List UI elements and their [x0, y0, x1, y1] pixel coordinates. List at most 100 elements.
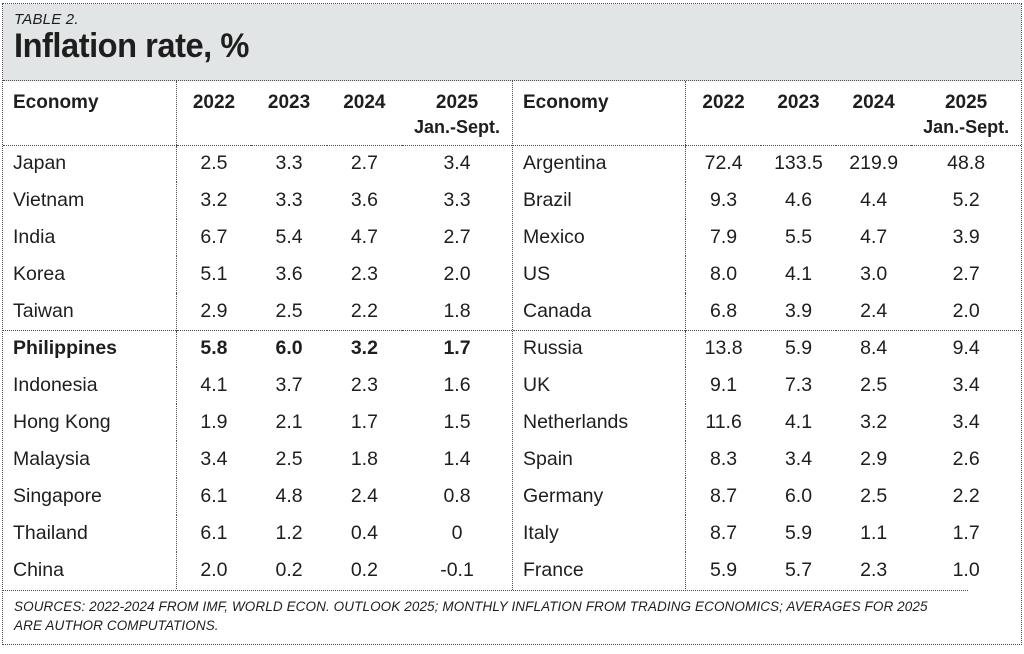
value-cell: 6.1	[175, 478, 252, 515]
table-row: Singapore 6.1 4.8 2.4 0.8	[3, 478, 512, 515]
value-cell: 1.9	[175, 404, 252, 441]
table-row: Brazil 9.3 4.6 4.4 5.2	[513, 182, 1021, 219]
value-cell: 8.7	[685, 478, 761, 515]
page-title: Inflation rate, %	[14, 27, 249, 65]
table-row: India 6.7 5.4 4.7 2.7	[3, 219, 512, 256]
value-cell: 5.4	[275, 226, 303, 248]
table-row: Canada 6.8 3.9 2.4 2.0	[513, 293, 1021, 330]
economy-cell: Korea	[13, 263, 66, 285]
column-header-jan-sept: Jan.-Sept.	[414, 117, 501, 137]
title-block: TABLE 2. Inflation rate, %	[3, 4, 1021, 81]
column-header-2025: 2025 Jan.-Sept.	[402, 81, 512, 146]
inflation-table-left: Economy 2022 2023 2024 2025 Jan.-Sept. J…	[3, 81, 512, 589]
inflation-table-right: Economy 2022 2023 2024 2025 Jan.-Sept. A…	[513, 81, 1021, 589]
economy-cell: Taiwan	[13, 299, 74, 322]
value-cell: 3.3	[275, 152, 303, 175]
economy-cell: US	[523, 263, 551, 285]
value-cell: 1.8	[443, 299, 471, 322]
value-cell: 2.3	[350, 263, 378, 285]
table-row: Vietnam 3.2 3.3 3.6 3.3	[3, 182, 512, 219]
value-cell: 72.4	[685, 145, 761, 182]
value-cell: 1.1	[860, 522, 888, 544]
economy-cell: UK	[523, 374, 551, 396]
value-cell: 7.3	[784, 374, 813, 396]
value-cell: 2.5	[860, 485, 888, 507]
value-cell: 5.9	[760, 329, 837, 367]
table-right: Economy 2022 2023 2024 2025 Jan.-Sept. A…	[512, 81, 1021, 590]
value-cell: 3.4	[952, 411, 980, 433]
economy-cell: Vietnam	[13, 189, 85, 211]
table-row: Malaysia 3.4 2.5 1.8 1.4	[3, 441, 512, 478]
economy-cell: Philippines	[3, 329, 177, 367]
column-header-economy: Economy	[3, 81, 177, 146]
value-cell: 1.7	[350, 411, 378, 433]
economy-cell: Canada	[523, 299, 592, 322]
value-cell: 8.7	[685, 515, 761, 552]
value-cell: 0.8	[443, 485, 471, 507]
value-cell: 2.2	[952, 485, 980, 507]
value-cell: 2.6	[952, 448, 980, 470]
economy-cell: Thailand	[13, 522, 88, 544]
economy-cell: India	[13, 226, 56, 248]
table-row: US 8.0 4.1 3.0 2.7	[513, 256, 1021, 293]
value-cell: 2.0	[175, 552, 252, 589]
economy-cell: Indonesia	[13, 374, 98, 396]
table-row: Netherlands 11.6 4.1 3.2 3.4	[513, 404, 1021, 441]
value-cell: 8.0	[685, 256, 761, 293]
economy-cell: China	[13, 559, 64, 581]
value-cell: 2.7	[350, 152, 378, 175]
table-row: Italy 8.7 5.9 1.1 1.7	[513, 515, 1021, 552]
value-cell: 1.4	[443, 448, 471, 470]
column-header-2024: 2024	[836, 81, 912, 146]
value-cell: 3.9	[784, 299, 813, 322]
table-row: Indonesia 4.1 3.7 2.3 1.6	[3, 367, 512, 404]
value-cell: 8.3	[685, 441, 761, 478]
column-header-economy: Economy	[513, 81, 686, 146]
value-cell: 5.9	[685, 552, 761, 589]
value-cell: 1.7	[952, 522, 980, 544]
table-left: Economy 2022 2023 2024 2025 Jan.-Sept. J…	[3, 81, 512, 590]
value-cell: 6.1	[175, 515, 252, 552]
value-cell: 3.2	[175, 182, 252, 219]
value-cell: 3.6	[350, 189, 378, 211]
value-cell: 2.5	[275, 299, 303, 322]
value-cell: 4.6	[784, 189, 813, 211]
value-cell: 4.1	[784, 263, 813, 285]
value-cell: 1.5	[443, 411, 471, 433]
value-cell: 1.2	[275, 522, 303, 544]
value-cell: 4.4	[860, 189, 888, 211]
table-row: Germany 8.7 6.0 2.5 2.2	[513, 478, 1021, 515]
table-row: Hong Kong 1.9 2.1 1.7 1.5	[3, 404, 512, 441]
value-cell: 48.8	[947, 152, 986, 175]
value-cell: 1.8	[350, 448, 378, 470]
value-cell: 4.1	[784, 411, 813, 433]
value-cell: 6.8	[685, 293, 761, 330]
value-cell: 5.7	[784, 559, 813, 581]
value-cell: 4.1	[175, 367, 252, 404]
value-cell: 2.3	[350, 374, 378, 396]
economy-cell: Mexico	[523, 226, 585, 248]
tables-container: Economy 2022 2023 2024 2025 Jan.-Sept. J…	[3, 81, 1021, 590]
economy-cell: Spain	[523, 448, 573, 470]
value-cell: 3.3	[275, 189, 303, 211]
value-cell: 3.4	[784, 448, 813, 470]
value-cell: 5.1	[175, 256, 252, 293]
header-row: Economy 2022 2023 2024 2025 Jan.-Sept.	[3, 81, 512, 146]
sources-note: SOURCES: 2022-2024 FROM IMF, WORLD ECON.…	[3, 589, 968, 644]
economy-cell: Hong Kong	[13, 411, 111, 433]
value-cell: 5.9	[784, 522, 813, 544]
table-row: Thailand 6.1 1.2 0.4 0	[3, 515, 512, 552]
table-row: France 5.9 5.7 2.3 1.0	[513, 552, 1021, 589]
value-cell: 9.3	[685, 182, 761, 219]
value-cell: 2.9	[860, 448, 888, 470]
value-cell: 2.5	[860, 374, 888, 396]
value-cell: 0.2	[275, 559, 303, 581]
column-header-2022: 2022	[685, 81, 761, 146]
value-cell: 2.7	[443, 226, 471, 248]
value-cell: 3.3	[443, 189, 471, 211]
value-cell: 219.9	[849, 152, 899, 175]
value-cell: 0.4	[350, 522, 378, 544]
value-cell: 5.2	[952, 189, 980, 211]
header-row: Economy 2022 2023 2024 2025 Jan.-Sept.	[513, 81, 1021, 146]
economy-cell: France	[523, 559, 584, 581]
